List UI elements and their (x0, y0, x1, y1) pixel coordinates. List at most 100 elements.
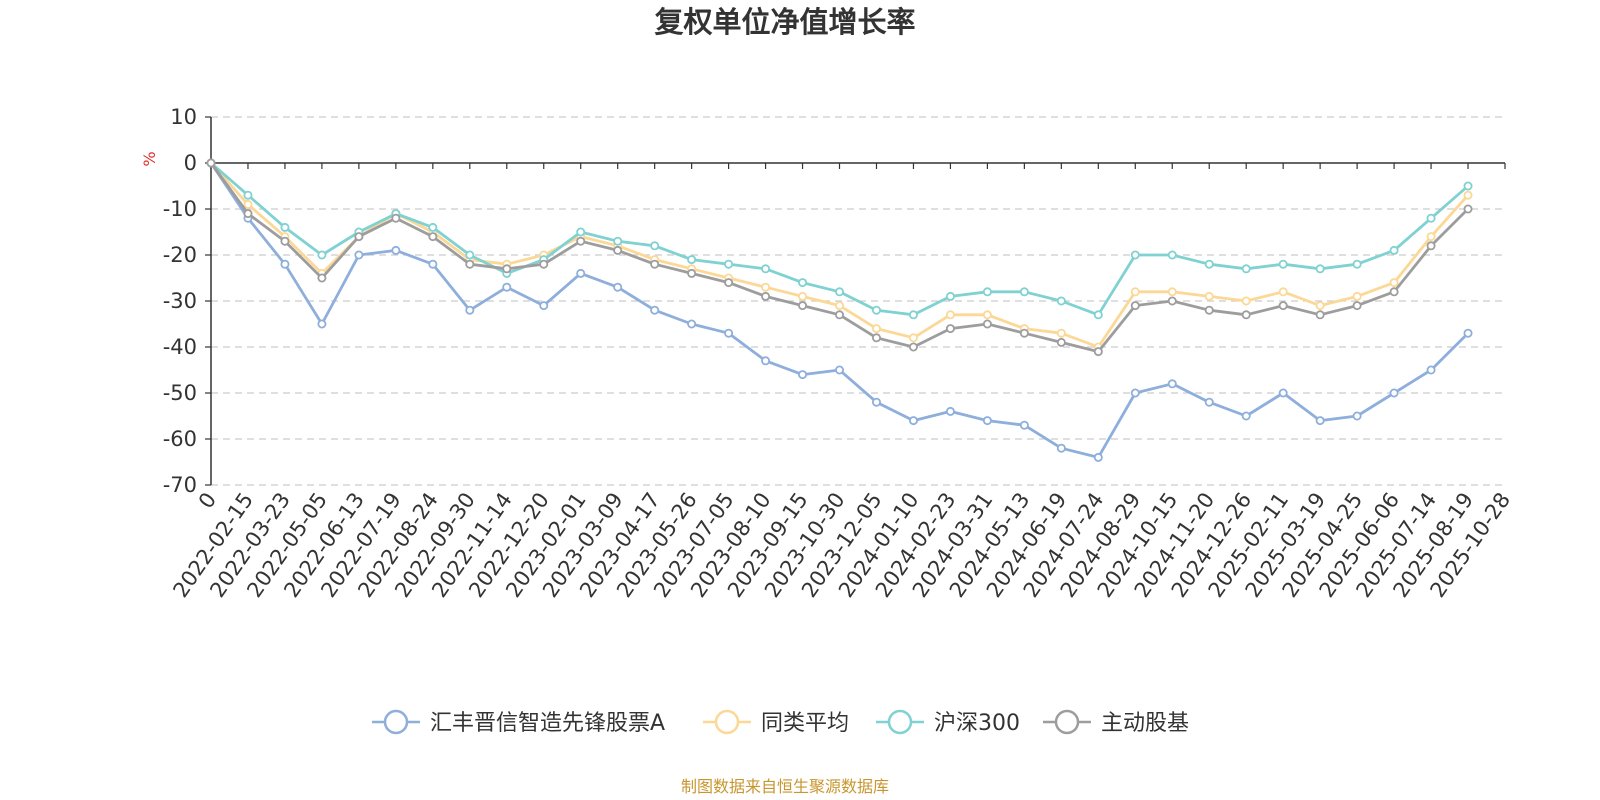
data-point (945, 324, 955, 334)
data-point (1315, 301, 1325, 311)
data-point (871, 305, 881, 315)
y-tick-label: -10 (163, 197, 197, 221)
data-point (945, 310, 955, 320)
data-point (687, 268, 697, 278)
data-point (1463, 328, 1473, 338)
data-point (243, 199, 253, 209)
data-point (1426, 365, 1436, 375)
data-point (1056, 296, 1066, 306)
data-point (1463, 204, 1473, 214)
data-point (1426, 241, 1436, 251)
data-point (1130, 287, 1140, 297)
data-point (1130, 301, 1140, 311)
x-axis-ticks: 02022-02-152022-03-232022-05-052022-06-1… (168, 488, 1515, 602)
data-point (724, 278, 734, 288)
data-point (1463, 181, 1473, 191)
data-point (1241, 264, 1251, 274)
data-point (871, 333, 881, 343)
legend-item-1[interactable]: 汇丰晋信智造先锋股票A (372, 709, 665, 736)
legend-marker (714, 709, 740, 735)
legend-item-3[interactable]: 沪深300 (876, 709, 1020, 736)
data-point (1056, 337, 1066, 347)
data-point (1389, 287, 1399, 297)
data-point (1352, 291, 1362, 301)
data-point (1204, 259, 1214, 269)
legend-marker (383, 709, 409, 735)
data-point (798, 278, 808, 288)
data-point (1426, 232, 1436, 242)
data-point (354, 250, 364, 260)
data-point (280, 222, 290, 232)
data-point (761, 291, 771, 301)
y-tick-label: 10 (170, 105, 197, 129)
data-point (1352, 411, 1362, 421)
data-point (1315, 264, 1325, 274)
data-point (502, 264, 512, 274)
data-point (1167, 287, 1177, 297)
data-point (1389, 278, 1399, 288)
data-point (871, 397, 881, 407)
data-point (908, 333, 918, 343)
data-point (798, 301, 808, 311)
data-point (1019, 420, 1029, 430)
legend[interactable]: 汇丰晋信智造先锋股票A 同类平均 沪深300 主动股基 (372, 709, 1189, 736)
data-point (982, 416, 992, 426)
data-point (280, 236, 290, 246)
data-point (317, 273, 327, 283)
data-point (982, 319, 992, 329)
y-tick-label: -20 (163, 243, 197, 267)
data-point (982, 287, 992, 297)
series-line (209, 162, 1469, 459)
data-point (1278, 301, 1288, 311)
data-point (391, 245, 401, 255)
data-point (1241, 411, 1251, 421)
y-axis-ticks: 10 0 -10 -20 -30 -40 -50 -60 -70 (163, 105, 197, 497)
data-point (1278, 259, 1288, 269)
data-point (1241, 310, 1251, 320)
data-point (428, 222, 438, 232)
data-point (1241, 296, 1251, 306)
data-point (1167, 296, 1177, 306)
data-point (243, 190, 253, 200)
y-tick-label: -40 (163, 335, 197, 359)
source-note: 制图数据来自恒生聚源数据库 (681, 777, 889, 796)
series-4 (206, 158, 1473, 357)
data-point (1389, 388, 1399, 398)
series-lines (206, 158, 1473, 462)
data-point (1056, 328, 1066, 338)
data-point (1315, 310, 1325, 320)
data-point (798, 370, 808, 380)
legend-item-2[interactable]: 同类平均 (703, 709, 849, 736)
data-point (502, 282, 512, 292)
data-point (687, 255, 697, 265)
y-tick-label: -70 (163, 473, 197, 497)
chart-title: 复权单位净值增长率 (654, 5, 915, 39)
data-point (1019, 328, 1029, 338)
data-point (724, 259, 734, 269)
data-point (391, 213, 401, 223)
data-point (1352, 259, 1362, 269)
data-point (798, 291, 808, 301)
legend-label: 同类平均 (761, 711, 849, 736)
data-point (1463, 190, 1473, 200)
x-tick-label: 0 (194, 488, 221, 513)
series-1 (206, 158, 1473, 462)
data-point (835, 301, 845, 311)
series-line (209, 162, 1469, 354)
data-point (1130, 388, 1140, 398)
legend-item-4[interactable]: 主动股基 (1043, 709, 1189, 736)
data-point (465, 305, 475, 315)
data-point (613, 245, 623, 255)
data-point (1204, 305, 1214, 315)
data-point (1389, 245, 1399, 255)
legend-marker (1054, 709, 1080, 735)
data-point (650, 259, 660, 269)
data-point (761, 356, 771, 366)
data-point (871, 324, 881, 334)
data-point (613, 236, 623, 246)
data-point (539, 259, 549, 269)
data-point (576, 236, 586, 246)
data-point (761, 264, 771, 274)
y-tick-label: 0 (184, 151, 197, 175)
